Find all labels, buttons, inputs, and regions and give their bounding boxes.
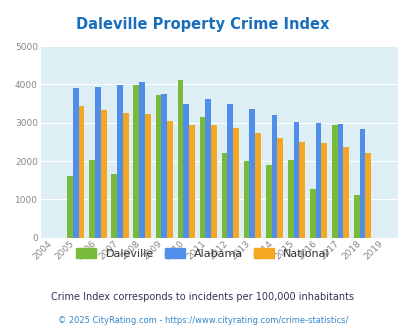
Bar (205, 99, 211, 238)
Bar (359, 129, 364, 238)
Bar (211, 125, 216, 238)
Bar (117, 85, 123, 238)
Bar (265, 165, 271, 238)
Bar (255, 133, 260, 238)
Bar (221, 153, 227, 238)
Bar (343, 147, 348, 238)
Bar (331, 125, 337, 238)
Bar (155, 95, 161, 238)
Bar (353, 195, 359, 238)
Bar (133, 85, 139, 238)
Legend: Daleville, Alabama, National: Daleville, Alabama, National (72, 244, 333, 263)
Bar (337, 124, 343, 238)
Bar (277, 138, 282, 238)
Bar (199, 116, 205, 238)
Bar (145, 114, 150, 238)
Bar (73, 88, 79, 238)
Bar (89, 160, 95, 238)
Bar (287, 160, 293, 238)
Bar (298, 142, 304, 238)
Bar (315, 123, 321, 238)
Bar (161, 94, 166, 238)
Bar (364, 153, 370, 238)
Bar (95, 87, 100, 238)
Bar (139, 82, 145, 238)
Bar (183, 104, 189, 238)
Bar (189, 125, 194, 238)
Bar (166, 121, 172, 238)
Bar (79, 106, 84, 238)
Bar (111, 175, 117, 238)
Bar (67, 176, 73, 238)
Text: © 2025 CityRating.com - https://www.cityrating.com/crime-statistics/: © 2025 CityRating.com - https://www.city… (58, 315, 347, 325)
Text: Daleville Property Crime Index: Daleville Property Crime Index (76, 16, 329, 31)
Bar (249, 109, 255, 238)
Bar (123, 113, 128, 238)
Bar (271, 115, 277, 238)
Bar (232, 128, 238, 238)
Bar (293, 122, 298, 238)
Bar (177, 80, 183, 238)
Bar (227, 104, 232, 238)
Text: Crime Index corresponds to incidents per 100,000 inhabitants: Crime Index corresponds to incidents per… (51, 292, 354, 302)
Bar (100, 110, 106, 238)
Bar (309, 189, 315, 238)
Bar (243, 161, 249, 238)
Bar (321, 143, 326, 238)
